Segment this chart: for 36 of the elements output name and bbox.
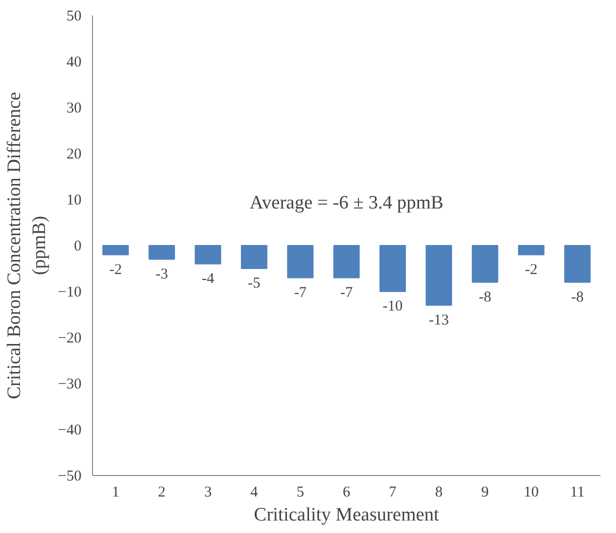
data-label: -8 — [478, 290, 492, 306]
x-tick-label: 4 — [250, 484, 258, 500]
y-tick-label: −50 — [58, 468, 82, 484]
data-label: -13 — [428, 312, 449, 328]
x-tick-label: 7 — [388, 484, 397, 500]
x-tick-label: 1 — [112, 484, 120, 500]
x-tick-label: 3 — [204, 484, 212, 500]
data-label: -2 — [109, 262, 122, 278]
y-tick-label: −30 — [58, 376, 82, 392]
x-tick-label: 9 — [481, 484, 489, 500]
data-label: -3 — [156, 266, 168, 282]
y-tick-label: −10 — [58, 284, 82, 300]
data-label: -7 — [294, 284, 308, 301]
data-label: -10 — [382, 298, 403, 315]
y-tick-label: 30 — [66, 100, 82, 116]
y-tick-label: −20 — [58, 330, 82, 346]
x-tick-label: 2 — [158, 484, 166, 500]
data-label: -7 — [340, 284, 354, 301]
y-tick-label: 50 — [66, 8, 82, 24]
y-tick-label: 20 — [66, 146, 82, 162]
data-label: -5 — [248, 276, 260, 292]
x-tick-label: 8 — [435, 484, 443, 500]
x-tick-label: 10 — [524, 484, 539, 500]
x-tick-label: 6 — [342, 484, 351, 500]
annotation: Average = -6 ± 3.4 ppmB — [250, 192, 444, 214]
data-label: -2 — [524, 262, 538, 278]
data-label: -4 — [202, 271, 215, 288]
y-tick-label: 40 — [66, 54, 82, 70]
x-axis-title: Criticality Measurement — [254, 504, 440, 526]
y-tick-label: 10 — [66, 192, 82, 208]
x-tick-label: 11 — [570, 484, 585, 500]
y-tick-label: −40 — [58, 422, 82, 438]
y-tick-label: 0 — [74, 238, 82, 254]
x-tick-label: 5 — [296, 484, 304, 500]
data-label: -8 — [571, 290, 584, 306]
y-axis-title: Critical Boron Concentration Difference (ppmB) — [4, 92, 50, 400]
